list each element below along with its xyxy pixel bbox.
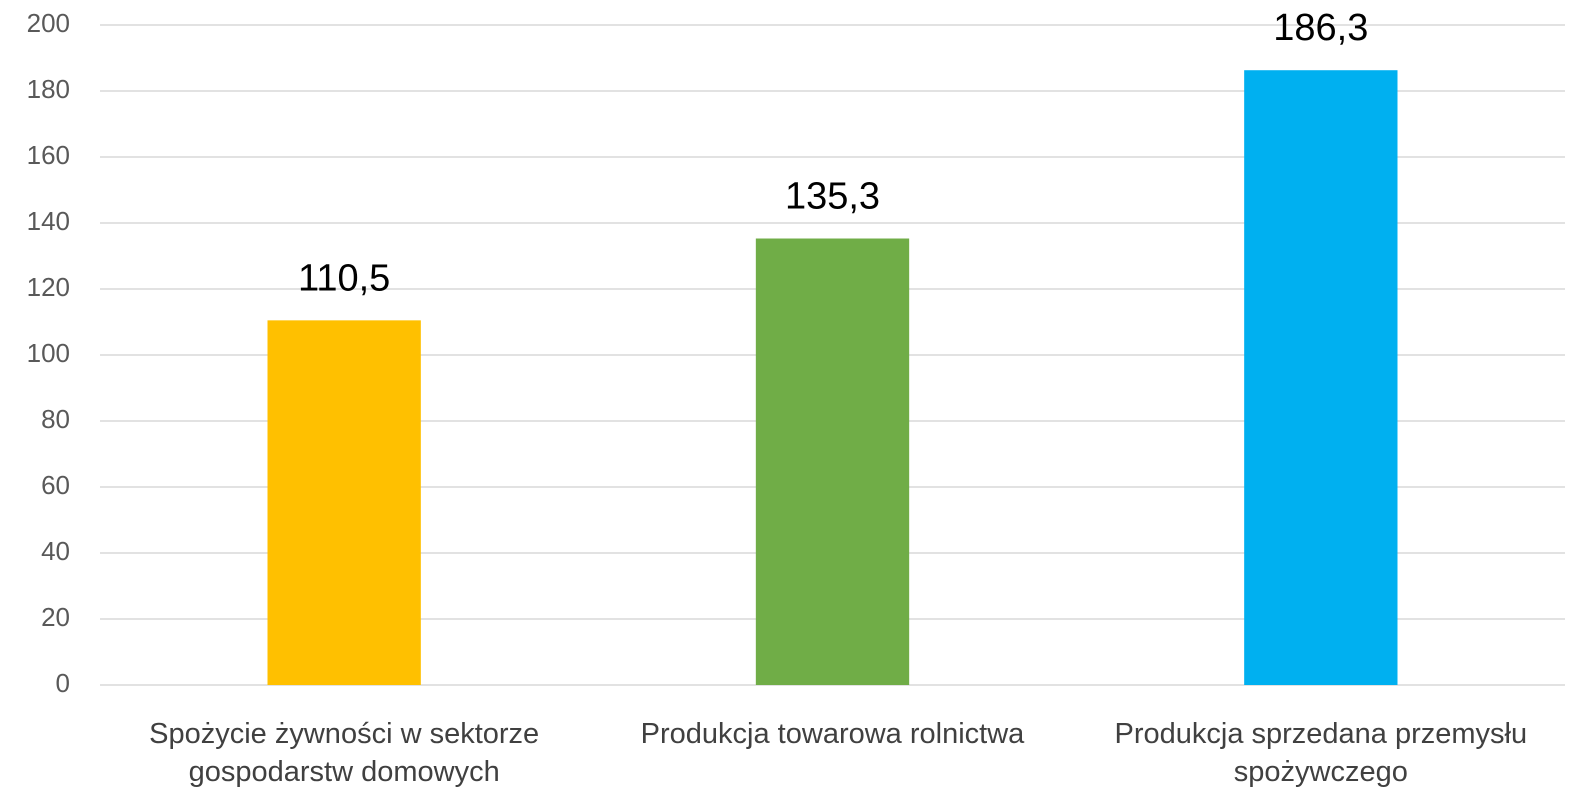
x-tick-label: Produkcja towarowa rolnictwa bbox=[640, 718, 1025, 750]
y-tick-label: 140 bbox=[27, 206, 70, 236]
y-tick-label: 80 bbox=[41, 404, 70, 434]
value-label: 110,5 bbox=[298, 257, 390, 299]
y-tick-label: 20 bbox=[41, 602, 70, 632]
x-tick-label: Spożycie żywności w sektorze gospodarstw… bbox=[149, 718, 540, 788]
y-tick-label: 160 bbox=[27, 140, 70, 170]
y-tick-label: 0 bbox=[56, 668, 70, 698]
y-tick-label: 120 bbox=[27, 272, 70, 302]
bar bbox=[1244, 70, 1398, 685]
x-tick-label: Produkcja sprzedana przemysłu spożywczeg… bbox=[1114, 718, 1528, 788]
bar bbox=[755, 238, 910, 685]
value-label: 135,3 bbox=[785, 176, 880, 218]
bar bbox=[267, 320, 421, 685]
y-tick-label: 40 bbox=[41, 536, 70, 566]
y-tick-label: 60 bbox=[41, 470, 70, 500]
value-label: 186,3 bbox=[1273, 7, 1368, 49]
y-tick-label: 100 bbox=[27, 338, 70, 368]
y-tick-label: 200 bbox=[27, 8, 70, 38]
y-tick-label: 180 bbox=[27, 74, 70, 104]
